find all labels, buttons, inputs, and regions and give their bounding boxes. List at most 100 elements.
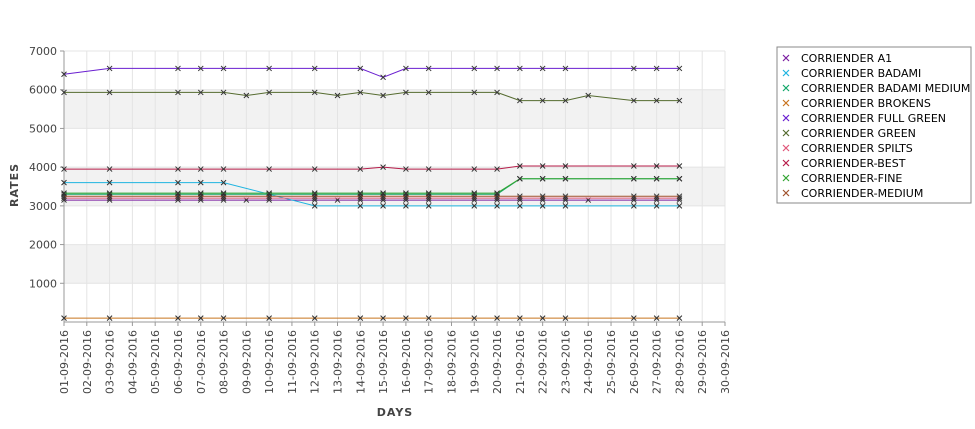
data-point-marker bbox=[61, 166, 67, 172]
data-point-marker bbox=[517, 193, 523, 200]
x-tick-label: 27-09-2016 bbox=[651, 330, 664, 394]
data-point-marker bbox=[106, 315, 113, 321]
data-point-marker bbox=[494, 203, 500, 209]
data-point-marker bbox=[562, 203, 569, 209]
data-point-marker bbox=[539, 65, 546, 72]
data-point-marker bbox=[539, 315, 546, 321]
band bbox=[64, 128, 725, 168]
x-tick-label: 09-09-2016 bbox=[240, 330, 253, 394]
data-point-marker bbox=[539, 193, 546, 200]
data-point-marker bbox=[197, 65, 204, 72]
band bbox=[64, 244, 725, 284]
legend-marker bbox=[782, 69, 790, 77]
data-point-marker bbox=[494, 89, 500, 96]
data-point-marker bbox=[539, 203, 546, 209]
data-point-marker bbox=[61, 193, 67, 200]
x-tick-label: 13-09-2016 bbox=[332, 330, 345, 394]
data-point-marker bbox=[425, 193, 432, 200]
data-point-marker bbox=[494, 315, 500, 321]
data-point-marker bbox=[266, 166, 272, 172]
data-point-marker bbox=[653, 97, 660, 104]
data-point-marker bbox=[311, 65, 318, 72]
x-tick-label: 07-09-2016 bbox=[195, 330, 208, 394]
series-line bbox=[64, 91, 680, 102]
data-point-marker bbox=[357, 203, 364, 209]
data-point-marker bbox=[539, 163, 546, 169]
legend-marker bbox=[782, 144, 790, 152]
series-4 bbox=[61, 315, 683, 321]
x-tick-label: 30-09-2016 bbox=[719, 330, 732, 394]
data-point-marker bbox=[562, 315, 569, 321]
series-lines bbox=[61, 65, 683, 321]
y-tick-label: 4000 bbox=[29, 161, 57, 174]
data-point-marker bbox=[471, 65, 478, 72]
data-point-marker bbox=[539, 97, 546, 104]
x-axis-title: DAYS bbox=[377, 406, 413, 419]
data-point-marker bbox=[517, 203, 523, 209]
legend-marker bbox=[782, 99, 790, 107]
data-point-marker bbox=[243, 92, 250, 99]
legend-marker bbox=[782, 189, 790, 197]
data-point-marker bbox=[403, 65, 409, 72]
data-point-marker bbox=[357, 65, 364, 72]
y-tick-label: 5000 bbox=[29, 122, 57, 135]
y-tick-label: 6000 bbox=[29, 84, 57, 97]
y-axis-title: RATES bbox=[8, 163, 21, 207]
data-point-marker bbox=[266, 315, 272, 321]
data-point-marker bbox=[517, 315, 523, 321]
data-point-marker bbox=[630, 203, 637, 209]
legend-marker bbox=[782, 54, 790, 62]
legend-entry: CORRIENDER BROKENS bbox=[801, 97, 931, 110]
plot-background-bands bbox=[64, 51, 725, 322]
x-tick-label: 17-09-2016 bbox=[423, 330, 436, 394]
band bbox=[64, 205, 725, 245]
legend-entry: CORRIENDER-MEDIUM bbox=[801, 187, 923, 200]
y-tick-label: 1000 bbox=[29, 277, 57, 290]
data-point-marker bbox=[403, 89, 409, 96]
data-point-marker bbox=[630, 65, 637, 72]
data-point-marker bbox=[630, 175, 637, 182]
data-point-marker bbox=[403, 193, 409, 200]
x-tick-label: 03-09-2016 bbox=[104, 330, 117, 394]
data-point-marker bbox=[220, 179, 227, 186]
series-10 bbox=[61, 193, 683, 200]
legend: CORRIENDER A1 CORRIENDER BADAMI CORRIENDER… bbox=[776, 46, 972, 204]
data-point-marker bbox=[175, 315, 181, 321]
data-point-marker bbox=[562, 193, 569, 200]
y-tick-label: 7000 bbox=[29, 45, 57, 58]
data-point-marker bbox=[197, 89, 204, 96]
data-point-marker bbox=[106, 65, 113, 72]
data-point-marker bbox=[403, 315, 409, 321]
x-tick-label: 01-09-2016 bbox=[58, 330, 71, 394]
x-axis-ticks: 01-09-2016 02-09-2016 03-09-2016 04-09-2016… bbox=[58, 322, 732, 394]
x-tick-label: 15-09-2016 bbox=[377, 330, 390, 394]
data-point-marker bbox=[494, 166, 500, 172]
data-point-marker bbox=[403, 166, 409, 172]
y-tick-label: 2000 bbox=[29, 239, 57, 252]
data-point-marker bbox=[676, 315, 683, 321]
x-tick-label: 16-09-2016 bbox=[400, 330, 413, 394]
data-point-marker bbox=[220, 65, 227, 72]
legend-entry: CORRIENDER A1 bbox=[801, 52, 892, 65]
x-tick-label: 18-09-2016 bbox=[445, 330, 458, 394]
x-tick-label: 11-09-2016 bbox=[286, 330, 299, 394]
x-tick-label: 10-09-2016 bbox=[263, 330, 276, 394]
legend-marker bbox=[782, 129, 790, 137]
data-point-marker bbox=[357, 166, 364, 172]
data-point-marker bbox=[175, 65, 181, 72]
data-point-marker bbox=[425, 315, 432, 321]
data-point-marker bbox=[61, 89, 67, 96]
data-point-marker bbox=[653, 65, 660, 72]
data-point-marker bbox=[630, 97, 637, 104]
data-point-marker bbox=[425, 203, 432, 209]
data-point-marker bbox=[311, 193, 318, 200]
data-point-marker bbox=[471, 89, 478, 96]
data-point-marker bbox=[357, 193, 364, 200]
data-point-marker bbox=[175, 193, 181, 200]
data-point-marker bbox=[106, 193, 113, 200]
data-point-marker bbox=[220, 166, 227, 172]
data-point-marker bbox=[380, 193, 386, 200]
legend-entry: CORRIENDER SPILTS bbox=[801, 142, 913, 155]
data-point-marker bbox=[197, 179, 204, 186]
x-tick-label: 12-09-2016 bbox=[309, 330, 322, 394]
